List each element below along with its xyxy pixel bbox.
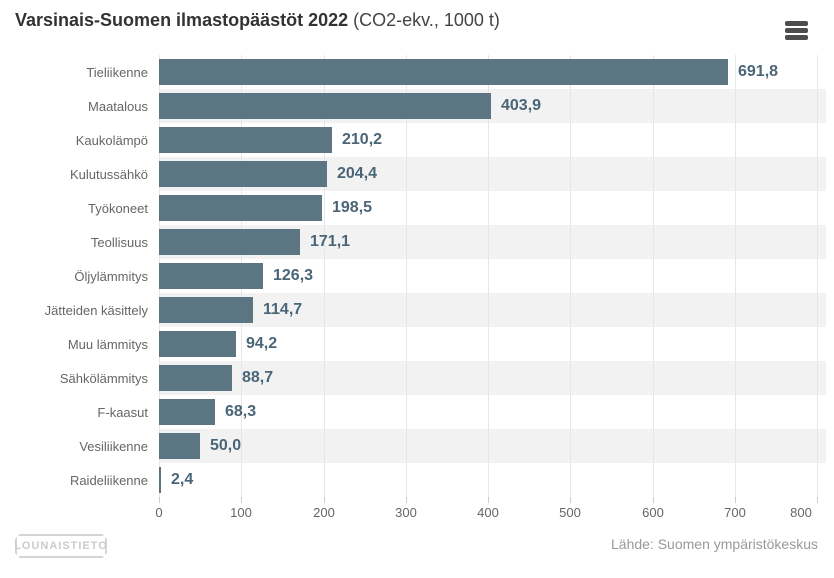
bar[interactable] — [159, 93, 491, 119]
bar[interactable] — [159, 229, 300, 255]
bar[interactable] — [159, 399, 215, 425]
category-label: Kulutussähkö — [69, 166, 148, 182]
x-tick-label: 600 — [642, 505, 664, 520]
x-tick-label: 500 — [559, 505, 581, 520]
x-tick-mark — [653, 497, 654, 503]
x-tick-mark — [735, 497, 736, 503]
hamburger-icon — [785, 20, 808, 26]
category-label: Öljylämmitys — [74, 268, 148, 284]
bar[interactable] — [159, 263, 263, 289]
x-gridline — [406, 55, 407, 497]
x-tick-label: 0 — [155, 505, 163, 520]
chart-context-menu-button[interactable] — [783, 17, 811, 43]
x-gridline — [324, 55, 325, 497]
bar-value-label: 114,7 — [263, 301, 303, 318]
bar-value-label: 171,1 — [310, 233, 351, 250]
category-label: Maatalous — [88, 98, 148, 114]
category-label: Työkoneet — [88, 200, 148, 216]
x-tick-label: 100 — [230, 505, 252, 520]
bar[interactable] — [159, 433, 200, 459]
x-gridline — [488, 55, 489, 497]
x-gridline — [817, 55, 818, 497]
category-label: Kaukolämpö — [75, 132, 148, 148]
x-tick-mark — [159, 497, 160, 503]
category-label: Muu lämmitys — [67, 336, 148, 352]
x-tick-label: 800 — [790, 505, 812, 520]
row-band — [159, 293, 826, 327]
bar-value-label: 198,5 — [332, 199, 373, 216]
x-tick-mark — [324, 497, 325, 503]
bar-value-label: 403,9 — [501, 97, 542, 114]
bar[interactable] — [159, 365, 232, 391]
chart-title-units: (CO2-ekv., 1000 t) — [353, 10, 500, 30]
bar-value-label: 88,7 — [242, 369, 274, 386]
x-tick-mark — [817, 497, 818, 503]
bar[interactable] — [159, 59, 728, 85]
hamburger-icon — [785, 27, 808, 33]
source-credit: Lähde: Suomen ympäristökeskus — [611, 536, 818, 552]
bar-value-label: 50,0 — [210, 437, 242, 454]
category-label: Sähkölämmitys — [59, 370, 148, 386]
chart-title: Varsinais-Suomen ilmastopäästöt 2022 (CO2… — [15, 10, 500, 31]
x-gridline — [570, 55, 571, 497]
bar[interactable] — [159, 127, 332, 153]
hamburger-icon — [785, 34, 808, 40]
chart-title-main: Varsinais-Suomen ilmastopäästöt 2022 — [15, 10, 349, 30]
x-tick-mark — [241, 497, 242, 503]
bar[interactable] — [159, 161, 327, 187]
category-label: Tieliikenne — [86, 64, 148, 80]
x-tick-label: 400 — [477, 505, 499, 520]
bar[interactable] — [159, 467, 161, 493]
x-tick-label: 300 — [395, 505, 417, 520]
bar-value-label: 94,2 — [246, 335, 278, 352]
category-label: F-kaasut — [97, 404, 148, 420]
bar-value-label: 204,4 — [337, 165, 378, 182]
bar[interactable] — [159, 297, 253, 323]
category-label: Vesiliikenne — [79, 438, 148, 454]
bar-value-label: 691,8 — [738, 63, 779, 80]
row-band — [159, 429, 826, 463]
row-band — [159, 361, 826, 395]
bar[interactable] — [159, 331, 236, 357]
bar-value-label: 68,3 — [225, 403, 257, 420]
x-tick-mark — [570, 497, 571, 503]
category-label: Jätteiden käsittely — [44, 302, 148, 318]
x-tick-mark — [406, 497, 407, 503]
x-tick-label: 200 — [313, 505, 335, 520]
bar-value-label: 2,4 — [171, 471, 194, 488]
bar-value-label: 210,2 — [342, 131, 383, 148]
x-gridline — [735, 55, 736, 497]
bar[interactable] — [159, 195, 322, 221]
lounaistieto-logo: LOUNAISTIETO — [15, 534, 107, 558]
category-label: Teollisuus — [90, 234, 148, 250]
lounaistieto-logo-text: LOUNAISTIETO — [14, 540, 108, 552]
x-tick-mark — [488, 497, 489, 503]
x-gridline — [653, 55, 654, 497]
bar-value-label: 126,3 — [273, 267, 314, 284]
x-tick-label: 700 — [724, 505, 746, 520]
category-label: Raideliikenne — [69, 472, 148, 488]
